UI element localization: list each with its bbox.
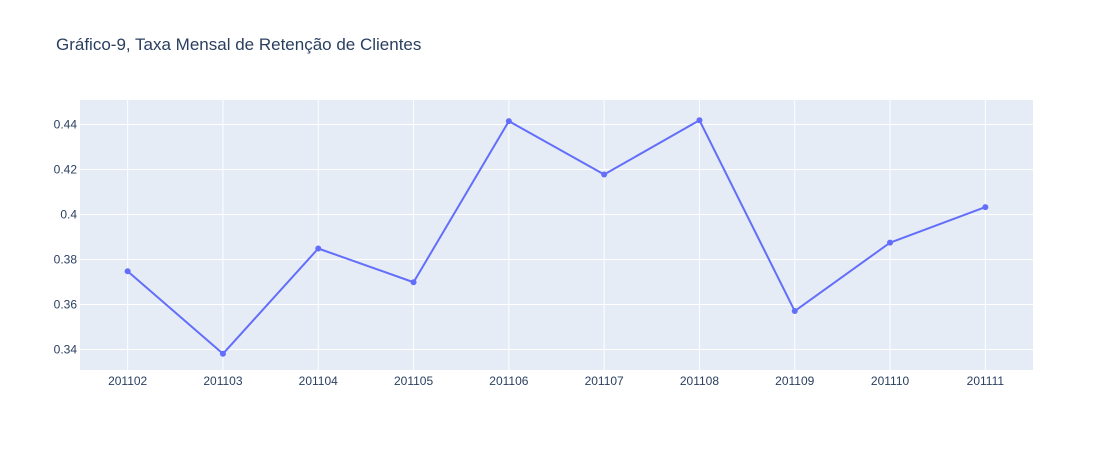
x-tick-label: 201106 <box>489 374 528 388</box>
chart-title: Gráfico-9, Taxa Mensal de Retenção de Cl… <box>56 35 421 54</box>
data-point[interactable] <box>887 239 894 246</box>
x-tick-label: 201109 <box>775 374 814 388</box>
data-point[interactable] <box>410 279 417 286</box>
x-tick-label: 201104 <box>299 374 338 388</box>
plot-area <box>80 100 1033 370</box>
x-tick-label: 201103 <box>203 374 242 388</box>
y-tick-label: 0.44 <box>54 118 78 132</box>
data-point[interactable] <box>315 245 322 252</box>
x-tick-label: 201111 <box>967 374 1005 388</box>
x-tick-label: 201105 <box>394 374 433 388</box>
data-point[interactable] <box>124 268 131 275</box>
y-tick-label: 0.34 <box>54 343 78 357</box>
data-point[interactable] <box>982 204 989 211</box>
x-tick-label: 201110 <box>871 374 910 388</box>
y-tick-label: 0.36 <box>54 298 78 312</box>
data-point[interactable] <box>505 118 512 125</box>
series-line <box>126 119 986 355</box>
x-tick-label: 201108 <box>680 374 719 388</box>
y-tick-label: 0.4 <box>60 208 77 222</box>
series-layer <box>124 117 989 357</box>
x-tick-label: 201107 <box>585 374 624 388</box>
data-point[interactable] <box>601 171 608 178</box>
data-point[interactable] <box>696 117 703 124</box>
data-point[interactable] <box>219 350 226 357</box>
y-tick-label: 0.42 <box>54 163 78 177</box>
grid-lines <box>80 100 1033 370</box>
y-tick-label: 0.38 <box>54 253 78 267</box>
data-point[interactable] <box>791 308 798 315</box>
x-tick-label: 201102 <box>108 374 147 388</box>
axis-labels: 201102 201103 201104 201105 201106 201107 2011… <box>54 118 1005 388</box>
